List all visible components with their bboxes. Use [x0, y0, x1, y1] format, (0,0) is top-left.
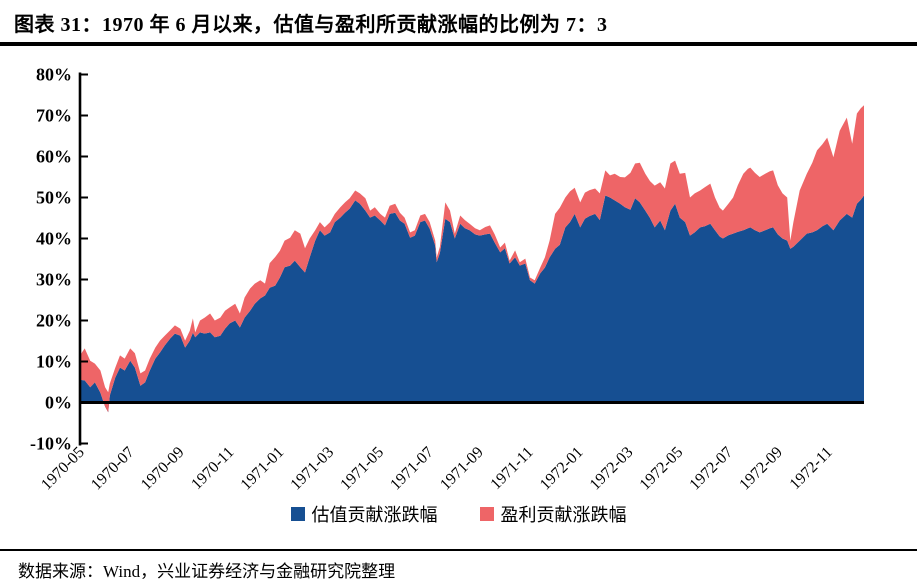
x-tick-label: 1970-07 [88, 444, 138, 494]
x-tick-label: 1972-09 [736, 444, 786, 494]
x-tick-label: 1971-01 [238, 444, 288, 494]
x-tick-label: 1971-03 [287, 444, 337, 494]
footer-divider [0, 549, 917, 551]
x-tick-label: 1971-07 [387, 444, 437, 494]
x-tick-label: 1972-03 [587, 444, 637, 494]
y-tick-label: 60% [36, 147, 72, 167]
valuation-contribution-area [80, 195, 864, 413]
earnings-swatch-icon [479, 507, 494, 521]
y-tick-label: 40% [36, 229, 72, 249]
y-tick-label: 0% [45, 393, 72, 413]
legend-item-valuation: 估值贡献涨跌幅 [290, 501, 438, 527]
y-tick-label: 20% [36, 311, 72, 331]
title-underline [0, 42, 917, 46]
x-tick-label: 1970-11 [188, 444, 237, 493]
x-tick-label: 1971-11 [487, 444, 536, 493]
valuation-swatch-icon [290, 507, 305, 521]
earnings-contribution-area [80, 105, 864, 413]
y-tick-label: -10% [30, 434, 72, 454]
legend-label-earnings: 盈利贡献涨跌幅 [500, 505, 627, 525]
y-tick-label: 10% [36, 352, 72, 372]
y-tick-label: 70% [36, 106, 72, 126]
x-tick-label: 1972-05 [637, 444, 687, 494]
x-tick-label: 1972-11 [787, 444, 836, 493]
y-tick-label: 80% [36, 65, 72, 85]
chart-legend: 估值贡献涨跌幅 盈利贡献涨跌幅 [0, 501, 917, 527]
data-source-note: 数据来源：Wind，兴业证券经济与金融研究院整理 [18, 562, 396, 581]
legend-item-earnings: 盈利贡献涨跌幅 [479, 501, 627, 527]
figure-title: 图表 31：1970 年 6 月以来，估值与盈利所贡献涨幅的比例为 7：3 [14, 14, 608, 36]
x-tick-label: 1972-07 [686, 444, 736, 494]
legend-label-valuation: 估值贡献涨跌幅 [311, 505, 438, 525]
y-tick-label: 50% [36, 188, 72, 208]
x-tick-label: 1971-05 [337, 444, 387, 494]
x-tick-label: 1971-09 [437, 444, 487, 494]
y-tick-label: 30% [36, 270, 72, 290]
x-tick-label: 1972-01 [537, 444, 587, 494]
x-tick-label: 1970-09 [138, 444, 188, 494]
